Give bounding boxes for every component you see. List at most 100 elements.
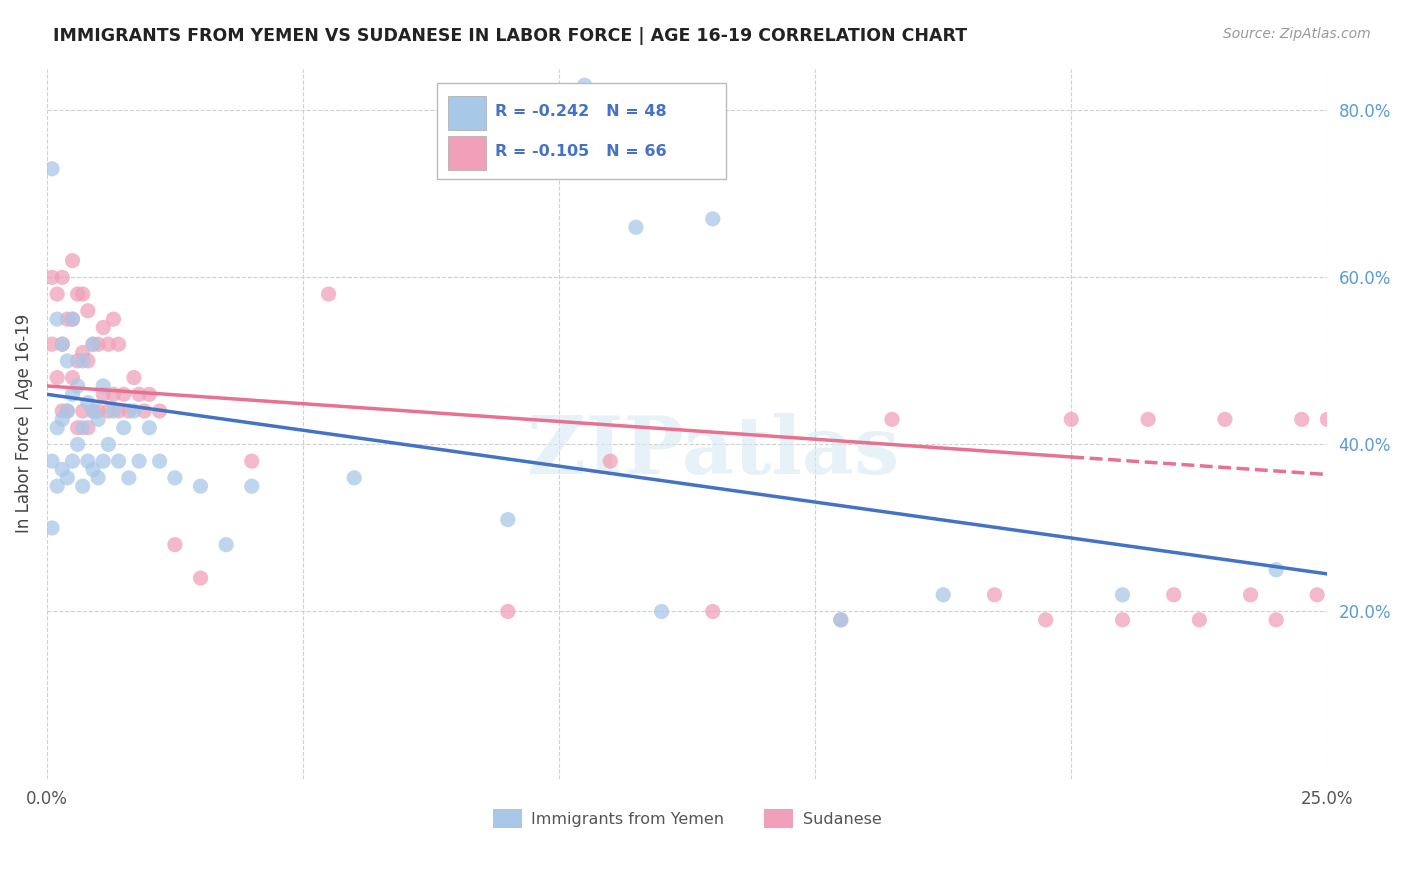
Point (66, 287, 89, 301)
Point (103, 404, 125, 418)
Point (624, 220, 647, 235)
Point (97, 437, 120, 451)
Point (46, 421, 69, 435)
Point (1239, 588, 1261, 602)
Point (107, 337, 129, 351)
Point (163, 538, 186, 552)
Point (1265, 613, 1288, 627)
Point (76, 303, 98, 318)
Point (1368, 588, 1391, 602)
Point (56, 471, 79, 485)
Point (41, 161, 63, 176)
Point (41, 454, 63, 468)
Point (1188, 613, 1211, 627)
Point (51, 412, 73, 426)
Point (107, 454, 129, 468)
Point (56, 354, 79, 368)
Point (72, 404, 94, 418)
Point (134, 404, 156, 418)
Point (830, 613, 852, 627)
Point (62, 387, 84, 401)
Point (76, 454, 98, 468)
Point (62, 312, 84, 326)
Text: Source: ZipAtlas.com: Source: ZipAtlas.com (1223, 27, 1371, 41)
Point (240, 454, 263, 468)
Point (56, 312, 79, 326)
Point (46, 479, 69, 493)
Point (651, 605, 673, 619)
Point (118, 471, 141, 485)
Point (87, 337, 110, 351)
Point (76, 395, 98, 409)
Point (87, 471, 110, 485)
Point (1163, 588, 1185, 602)
Point (190, 571, 212, 585)
Point (215, 538, 238, 552)
Point (148, 404, 170, 418)
Point (1265, 563, 1288, 577)
Point (87, 412, 110, 426)
Point (91, 320, 114, 334)
Point (138, 421, 160, 435)
Point (1111, 588, 1133, 602)
Text: R = -0.105   N = 66: R = -0.105 N = 66 (495, 145, 666, 159)
Point (62, 370, 84, 384)
Point (103, 312, 125, 326)
Point (91, 379, 114, 393)
Point (103, 387, 125, 401)
Point (107, 404, 129, 418)
Point (702, 211, 724, 226)
Point (82, 337, 104, 351)
Point (46, 370, 69, 384)
Point (97, 337, 120, 351)
Point (91, 387, 114, 401)
Point (46, 287, 69, 301)
Text: IMMIGRANTS FROM YEMEN VS SUDANESE IN LABOR FORCE | AGE 16-19 CORRELATION CHART: IMMIGRANTS FROM YEMEN VS SUDANESE IN LAB… (53, 27, 967, 45)
Point (72, 354, 94, 368)
Point (72, 421, 94, 435)
Point (163, 471, 186, 485)
Point (66, 354, 89, 368)
Point (51, 462, 73, 476)
Point (62, 312, 84, 326)
Point (1326, 588, 1348, 602)
Point (1137, 412, 1160, 426)
Point (1291, 412, 1313, 426)
Point (1213, 412, 1236, 426)
Point (122, 370, 145, 384)
Point (76, 354, 98, 368)
Point (1357, 412, 1379, 426)
Point (82, 462, 104, 476)
Point (72, 287, 94, 301)
Point (56, 404, 79, 418)
Point (122, 404, 145, 418)
Point (72, 345, 94, 359)
Point (82, 404, 104, 418)
Point (118, 404, 141, 418)
Point (1035, 613, 1057, 627)
Point (91, 454, 114, 468)
Point (97, 404, 120, 418)
Point (112, 421, 135, 435)
Point (62, 253, 84, 268)
Point (72, 479, 94, 493)
Point (46, 312, 69, 326)
Point (148, 454, 170, 468)
Point (87, 404, 110, 418)
Point (190, 479, 212, 493)
Point (128, 387, 150, 401)
Legend: Immigrants from Yemen, Sudanese: Immigrants from Yemen, Sudanese (486, 802, 887, 835)
Point (318, 287, 340, 301)
FancyBboxPatch shape (447, 136, 486, 170)
Text: R = -0.242   N = 48: R = -0.242 N = 48 (495, 104, 666, 120)
Point (66, 379, 89, 393)
Point (51, 337, 73, 351)
Point (66, 421, 89, 435)
Point (62, 454, 84, 468)
Point (830, 613, 852, 627)
Point (76, 421, 98, 435)
Point (702, 605, 724, 619)
Point (880, 412, 903, 426)
Point (66, 437, 89, 451)
Point (138, 387, 160, 401)
